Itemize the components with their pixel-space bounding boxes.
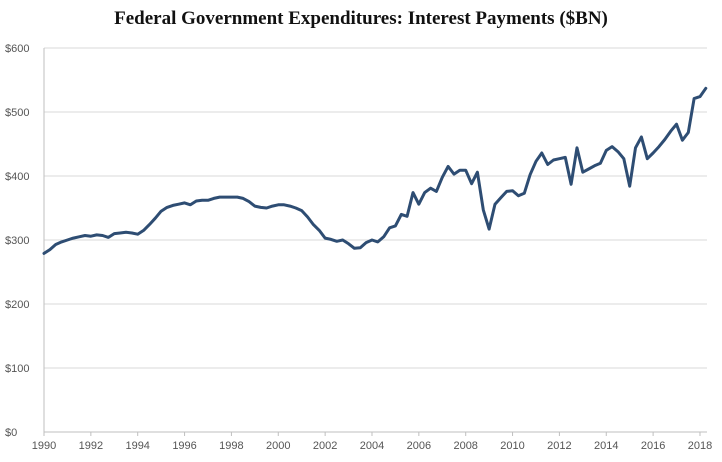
- y-tick-label: $600: [5, 43, 29, 55]
- x-tick-label: 1994: [125, 440, 149, 452]
- x-tick-label: 2000: [266, 440, 290, 452]
- y-tick-label: $500: [5, 107, 29, 119]
- x-tick-label: 2004: [360, 440, 384, 452]
- x-tick-label: 1990: [32, 440, 56, 452]
- y-tick-label: $400: [5, 171, 29, 183]
- x-tick-label: 2002: [313, 440, 337, 452]
- y-tick-label: $0: [5, 427, 17, 439]
- x-tick-label: 2006: [407, 440, 431, 452]
- x-tick-label: 2016: [641, 440, 665, 452]
- chart-title: Federal Government Expenditures: Interes…: [114, 8, 608, 29]
- series-line-0: [42, 86, 708, 255]
- x-axis-tick-labels: 1990 1992 1994 1996 1998 2000 2002 2004 2006 2008…: [32, 440, 712, 452]
- grid-lines: [44, 47, 707, 369]
- x-tick-label: 2012: [547, 440, 571, 452]
- x-tick-label: 1998: [219, 440, 243, 452]
- x-tick-label: 2010: [500, 440, 524, 452]
- x-tick-label: 2014: [594, 440, 618, 452]
- x-tick-label: 1992: [79, 440, 103, 452]
- x-tick-label: 1996: [172, 440, 196, 452]
- y-axis-tick-labels: $0 $100 $200 $300 $400 $500 $600: [5, 43, 29, 439]
- y-tick-label: $100: [5, 363, 29, 375]
- axes: [43, 48, 707, 436]
- x-tick-label: 2018: [688, 440, 712, 452]
- x-tick-label: 2008: [453, 440, 477, 452]
- series-group: [42, 86, 708, 255]
- y-tick-label: $200: [5, 299, 29, 311]
- y-tick-label: $300: [5, 235, 29, 247]
